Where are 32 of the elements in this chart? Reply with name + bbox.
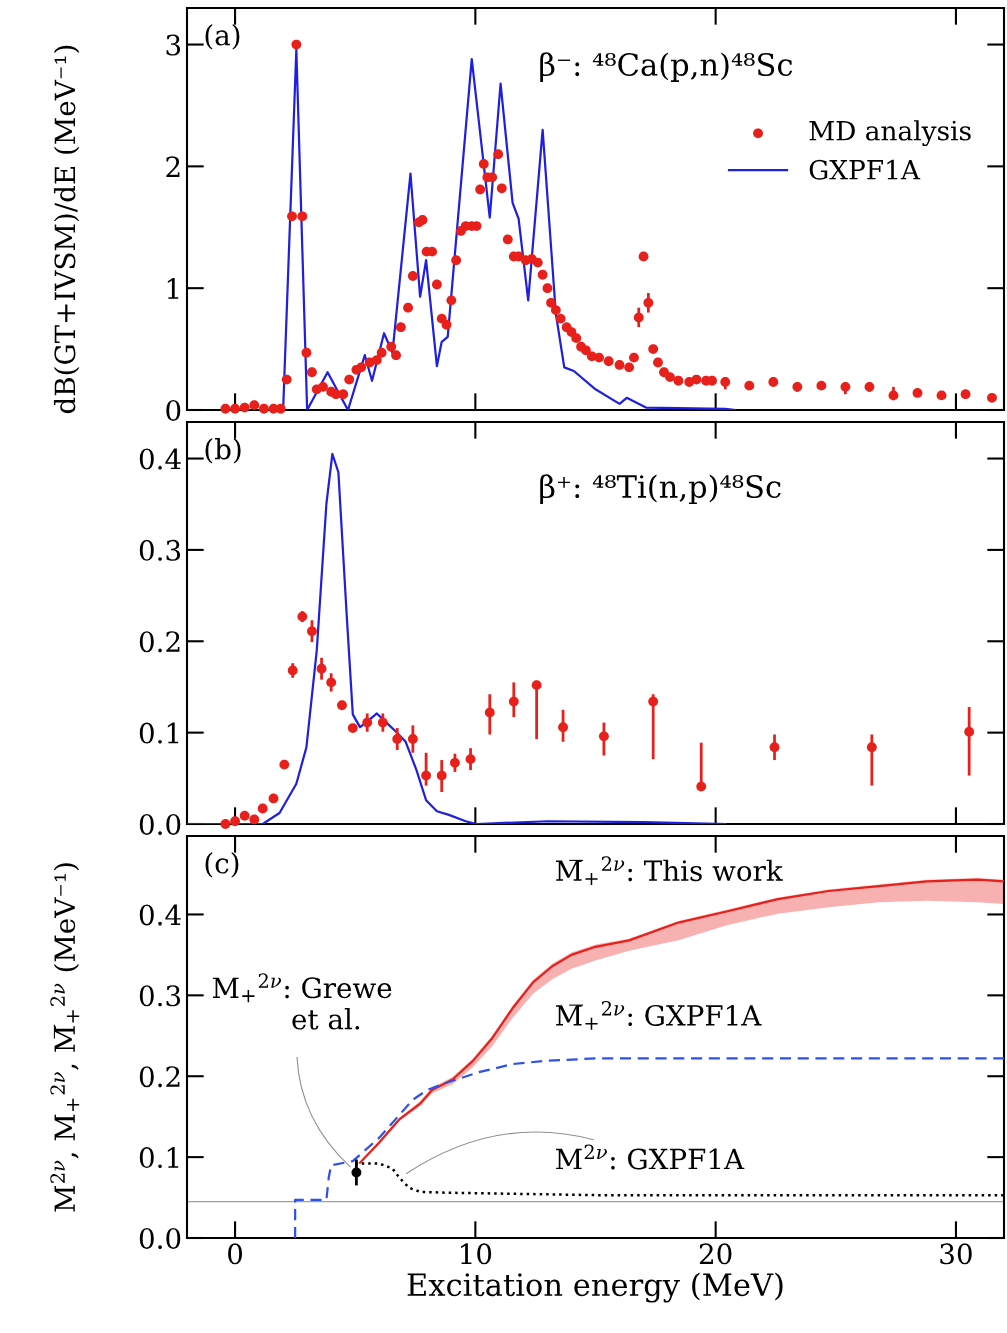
series-label: M̅$_{+}$$^{2ν}$: GXPF1A <box>556 1000 762 1030</box>
annotation: β⁺: ⁴⁸Ti(n,p)⁴⁸Sc <box>540 474 781 504</box>
series-label: M̅$_{+}$$^{2ν}$: This work <box>556 856 783 886</box>
x-tick-label: 30 <box>940 1243 972 1265</box>
y-tick-label: 0 <box>166 399 181 421</box>
legend-label: GXPF1A <box>809 159 921 180</box>
text: M$^{2ν}$, M$_{+}$$^{2ν}$, M̅$_{+}$$^{2ν}$ (MeV⁻¹) <box>50 863 80 1212</box>
y-tick-label: 0.0 <box>139 1227 181 1249</box>
annotation: (a) <box>205 24 240 50</box>
y-tick-label: 0.0 <box>139 813 181 835</box>
annotation: (c) <box>205 852 239 878</box>
y-axis-title: dB(GT+IVSM)/dE (MeV⁻¹) <box>53 45 80 414</box>
y-tick-label: 0.1 <box>139 1147 179 1169</box>
y-tick-label: 0.4 <box>139 448 181 470</box>
series-label: M$^{2ν}$: GXPF1A <box>556 1144 745 1170</box>
y-tick-label: 0.4 <box>139 904 181 926</box>
y-tick-label: 0.3 <box>139 539 181 561</box>
annotation: (b) <box>205 438 241 464</box>
x-axis-title: Excitation energy (MeV) <box>407 1272 783 1303</box>
x-tick-label: 0 <box>228 1243 243 1265</box>
x-tick-label: 20 <box>699 1243 732 1265</box>
y-tick-label: 2 <box>166 156 180 177</box>
x-tick-label: 10 <box>461 1243 492 1265</box>
y-tick-label: 0.3 <box>139 985 181 1007</box>
y-tick-label: 1 <box>167 278 179 299</box>
annotation: β⁻: ⁴⁸Ca(p,n)⁴⁸Sc <box>540 52 793 82</box>
y-tick-label: 0.1 <box>139 722 179 744</box>
y-tick-label: 3 <box>166 34 181 56</box>
legend-label: MD analysis <box>809 120 971 147</box>
y-tick-label: 0.2 <box>139 1066 180 1088</box>
y-tick-label: 0.2 <box>139 631 180 653</box>
legend-label: M$_{+}$$^{2ν}$: Grewe et al. <box>212 973 392 1030</box>
